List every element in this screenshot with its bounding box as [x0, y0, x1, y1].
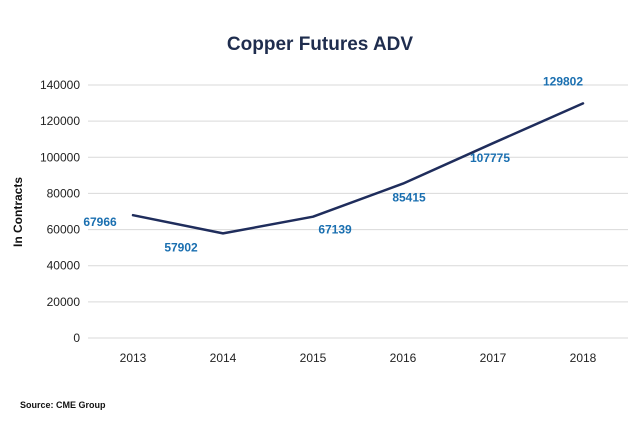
source-note: Source: CME Group	[20, 400, 106, 410]
y-tick-label: 0	[73, 331, 80, 345]
x-tick-label: 2017	[480, 351, 507, 365]
y-tick-label: 100000	[40, 150, 80, 164]
x-tick-label: 2015	[300, 351, 327, 365]
y-tick-label: 20000	[47, 295, 81, 309]
series-line	[131, 102, 585, 235]
y-tick-label: 60000	[47, 223, 81, 237]
y-tick-label: 140000	[40, 78, 80, 92]
x-tick-label: 2013	[120, 351, 147, 365]
y-tick-label: 80000	[47, 186, 81, 200]
x-tick-label: 2016	[390, 351, 417, 365]
data-label: 57902	[164, 240, 198, 254]
y-tick-label: 40000	[47, 259, 81, 273]
gridlines	[88, 84, 628, 339]
data-label: 129802	[543, 74, 583, 88]
y-axis-label: In Contracts	[11, 177, 25, 247]
data-label: 107775	[470, 151, 510, 165]
data-label: 67966	[83, 215, 117, 229]
data-labels: 67966 57902 67139 85415 107775 129802	[83, 74, 583, 254]
x-tick-labels: 2013 2014 2015 2016 2017 2018	[120, 351, 597, 365]
x-tick-label: 2018	[570, 351, 597, 365]
chart-title: Copper Futures ADV	[227, 34, 413, 55]
data-label: 85415	[392, 191, 426, 205]
data-label: 67139	[318, 223, 352, 237]
y-tick-labels: 0 20000 40000 60000 80000 100000 120000 140000	[40, 78, 80, 345]
x-tick-label: 2014	[210, 351, 237, 365]
y-tick-label: 120000	[40, 114, 80, 128]
